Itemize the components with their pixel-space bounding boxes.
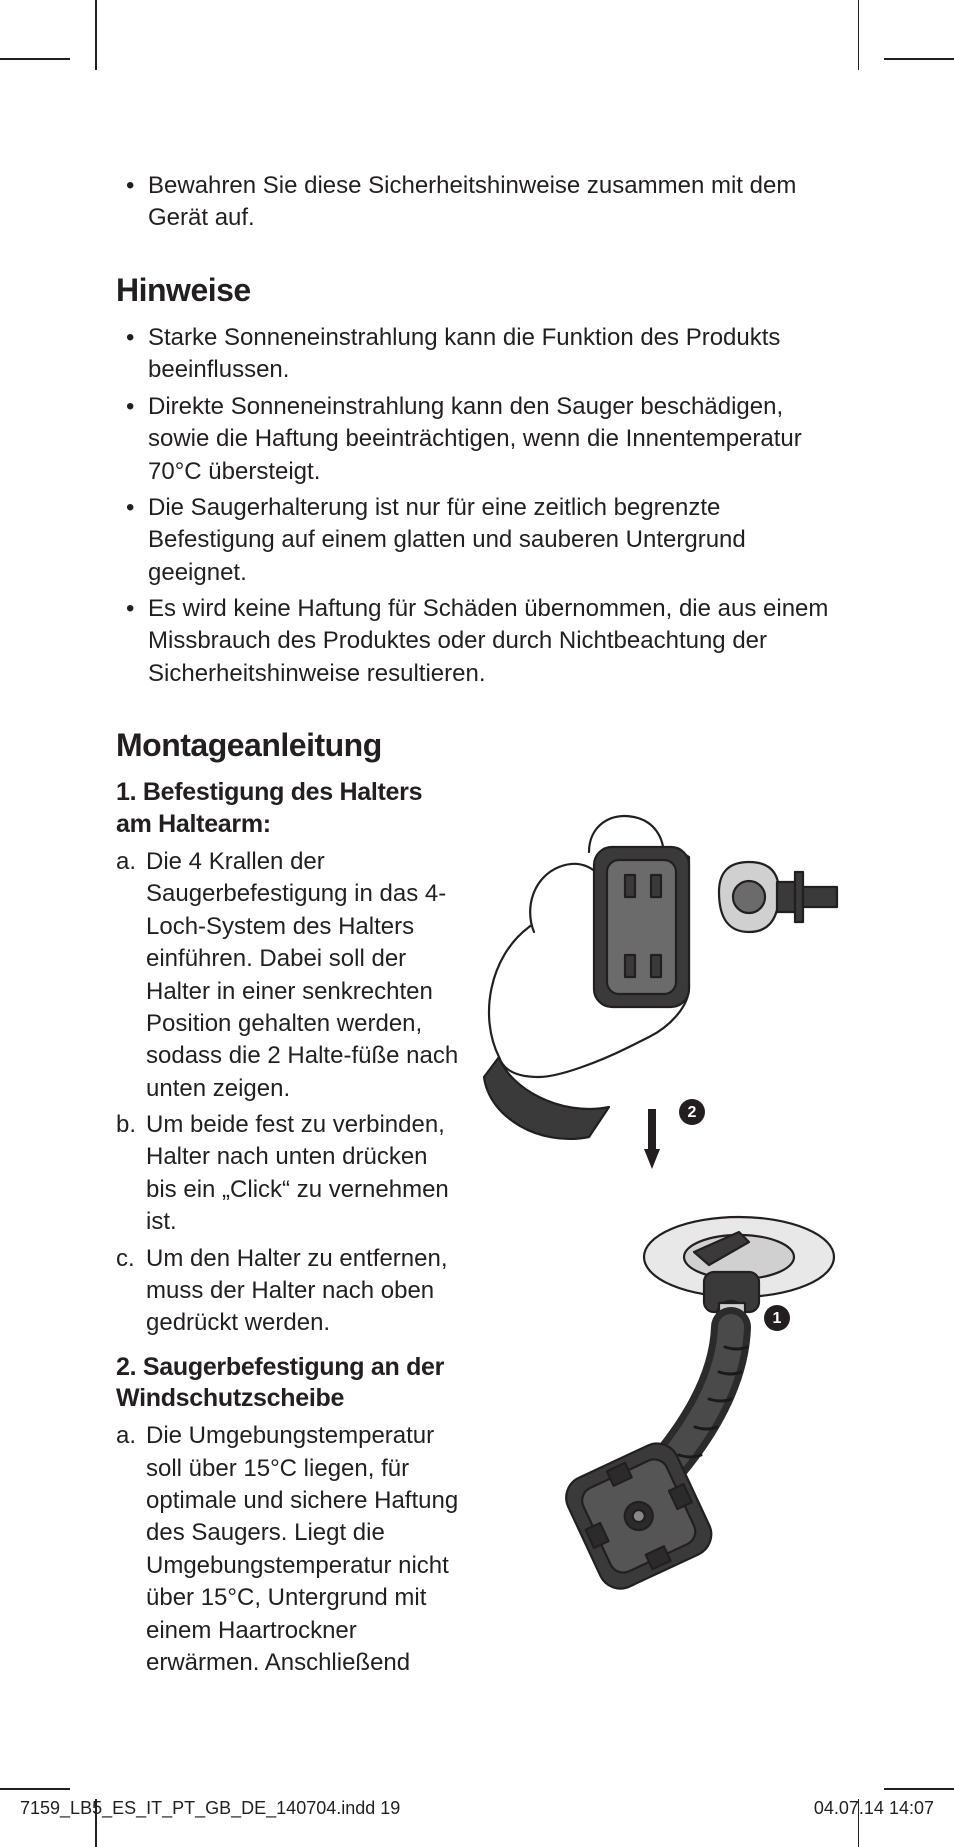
footer-timestamp: 04.07.14 14:07 bbox=[814, 1798, 934, 1819]
assembly-illustration bbox=[439, 757, 859, 1647]
step2-item-letter: a. bbox=[116, 1420, 136, 1452]
crop-mark bbox=[0, 1788, 70, 1790]
hinweise-item: Starke Sonneneinstrahlung kann die Funkt… bbox=[116, 322, 836, 387]
step1-number: 1. bbox=[116, 778, 136, 806]
step1-item-text: Um den Halter zu entfernen, muss der Hal… bbox=[146, 1245, 448, 1337]
step2-title: Saugerbefestigung an der Windschutzschei… bbox=[116, 1353, 444, 1412]
intro-bullet: Bewahren Sie diese Sicherheitshinweise z… bbox=[116, 170, 836, 235]
hinweise-item: Die Saugerhalterung ist nur für eine zei… bbox=[116, 492, 836, 589]
step2-heading: 2. Saugerbefestigung an der Windschutzsc… bbox=[116, 1352, 461, 1415]
step1-item-letter: b. bbox=[116, 1109, 136, 1141]
montage-figure-column: 2 1 bbox=[479, 777, 839, 1691]
assembly-figure: 2 1 bbox=[479, 777, 839, 1647]
hinweise-list: Starke Sonneneinstrahlung kann die Funkt… bbox=[116, 322, 836, 690]
heading-hinweise: Hinweise bbox=[116, 269, 836, 312]
crop-mark bbox=[884, 58, 954, 60]
step1-heading: 1. Befestigung des Halters am Haltearm: bbox=[116, 777, 461, 840]
step1-title: Befestigung des Halters am Haltearm: bbox=[116, 778, 422, 837]
crop-mark bbox=[0, 58, 70, 60]
step1-item-text: Die 4 Krallen der Saugerbefestigung in d… bbox=[146, 848, 458, 1102]
page-content: Bewahren Sie diese Sicherheitshinweise z… bbox=[116, 170, 836, 1691]
figure-arrow-down-icon bbox=[684, 1129, 700, 1189]
step1-item: c. Um den Halter zu entfernen, muss der … bbox=[116, 1243, 461, 1340]
print-footer: 7159_LB5_ES_IT_PT_GB_DE_140704.indd 19 0… bbox=[0, 1798, 954, 1819]
footer-filename: 7159_LB5_ES_IT_PT_GB_DE_140704.indd 19 bbox=[20, 1798, 400, 1819]
hinweise-item: Direkte Sonneneinstrahlung kann den Saug… bbox=[116, 391, 836, 488]
hinweise-item: Es wird keine Haftung für Schäden überno… bbox=[116, 593, 836, 690]
intro-bullets: Bewahren Sie diese Sicherheitshinweise z… bbox=[116, 170, 836, 235]
step2-number: 2. bbox=[116, 1353, 136, 1381]
montage-columns: 1. Befestigung des Halters am Haltearm: … bbox=[116, 777, 836, 1691]
step1-item-letter: a. bbox=[116, 846, 136, 878]
crop-mark bbox=[884, 1788, 954, 1790]
step1-item: a. Die 4 Krallen der Saugerbefestigung i… bbox=[116, 846, 461, 1105]
step1-item: b. Um beide fest zu verbinden, Halter na… bbox=[116, 1109, 461, 1239]
montage-text-column: 1. Befestigung des Halters am Haltearm: … bbox=[116, 777, 461, 1691]
step2-item-text: Die Umgebungstemperatur soll über 15°C l… bbox=[146, 1422, 458, 1676]
crop-mark bbox=[95, 0, 97, 70]
step1-list: a. Die 4 Krallen der Saugerbefestigung i… bbox=[116, 846, 461, 1340]
step1-item-letter: c. bbox=[116, 1243, 135, 1275]
step2-list: a. Die Umgebungstemperatur soll über 15°… bbox=[116, 1420, 461, 1679]
step2-item: a. Die Umgebungstemperatur soll über 15°… bbox=[116, 1420, 461, 1679]
step1-item-text: Um beide fest zu verbinden, Halter nach … bbox=[146, 1111, 449, 1235]
crop-mark bbox=[858, 0, 860, 70]
